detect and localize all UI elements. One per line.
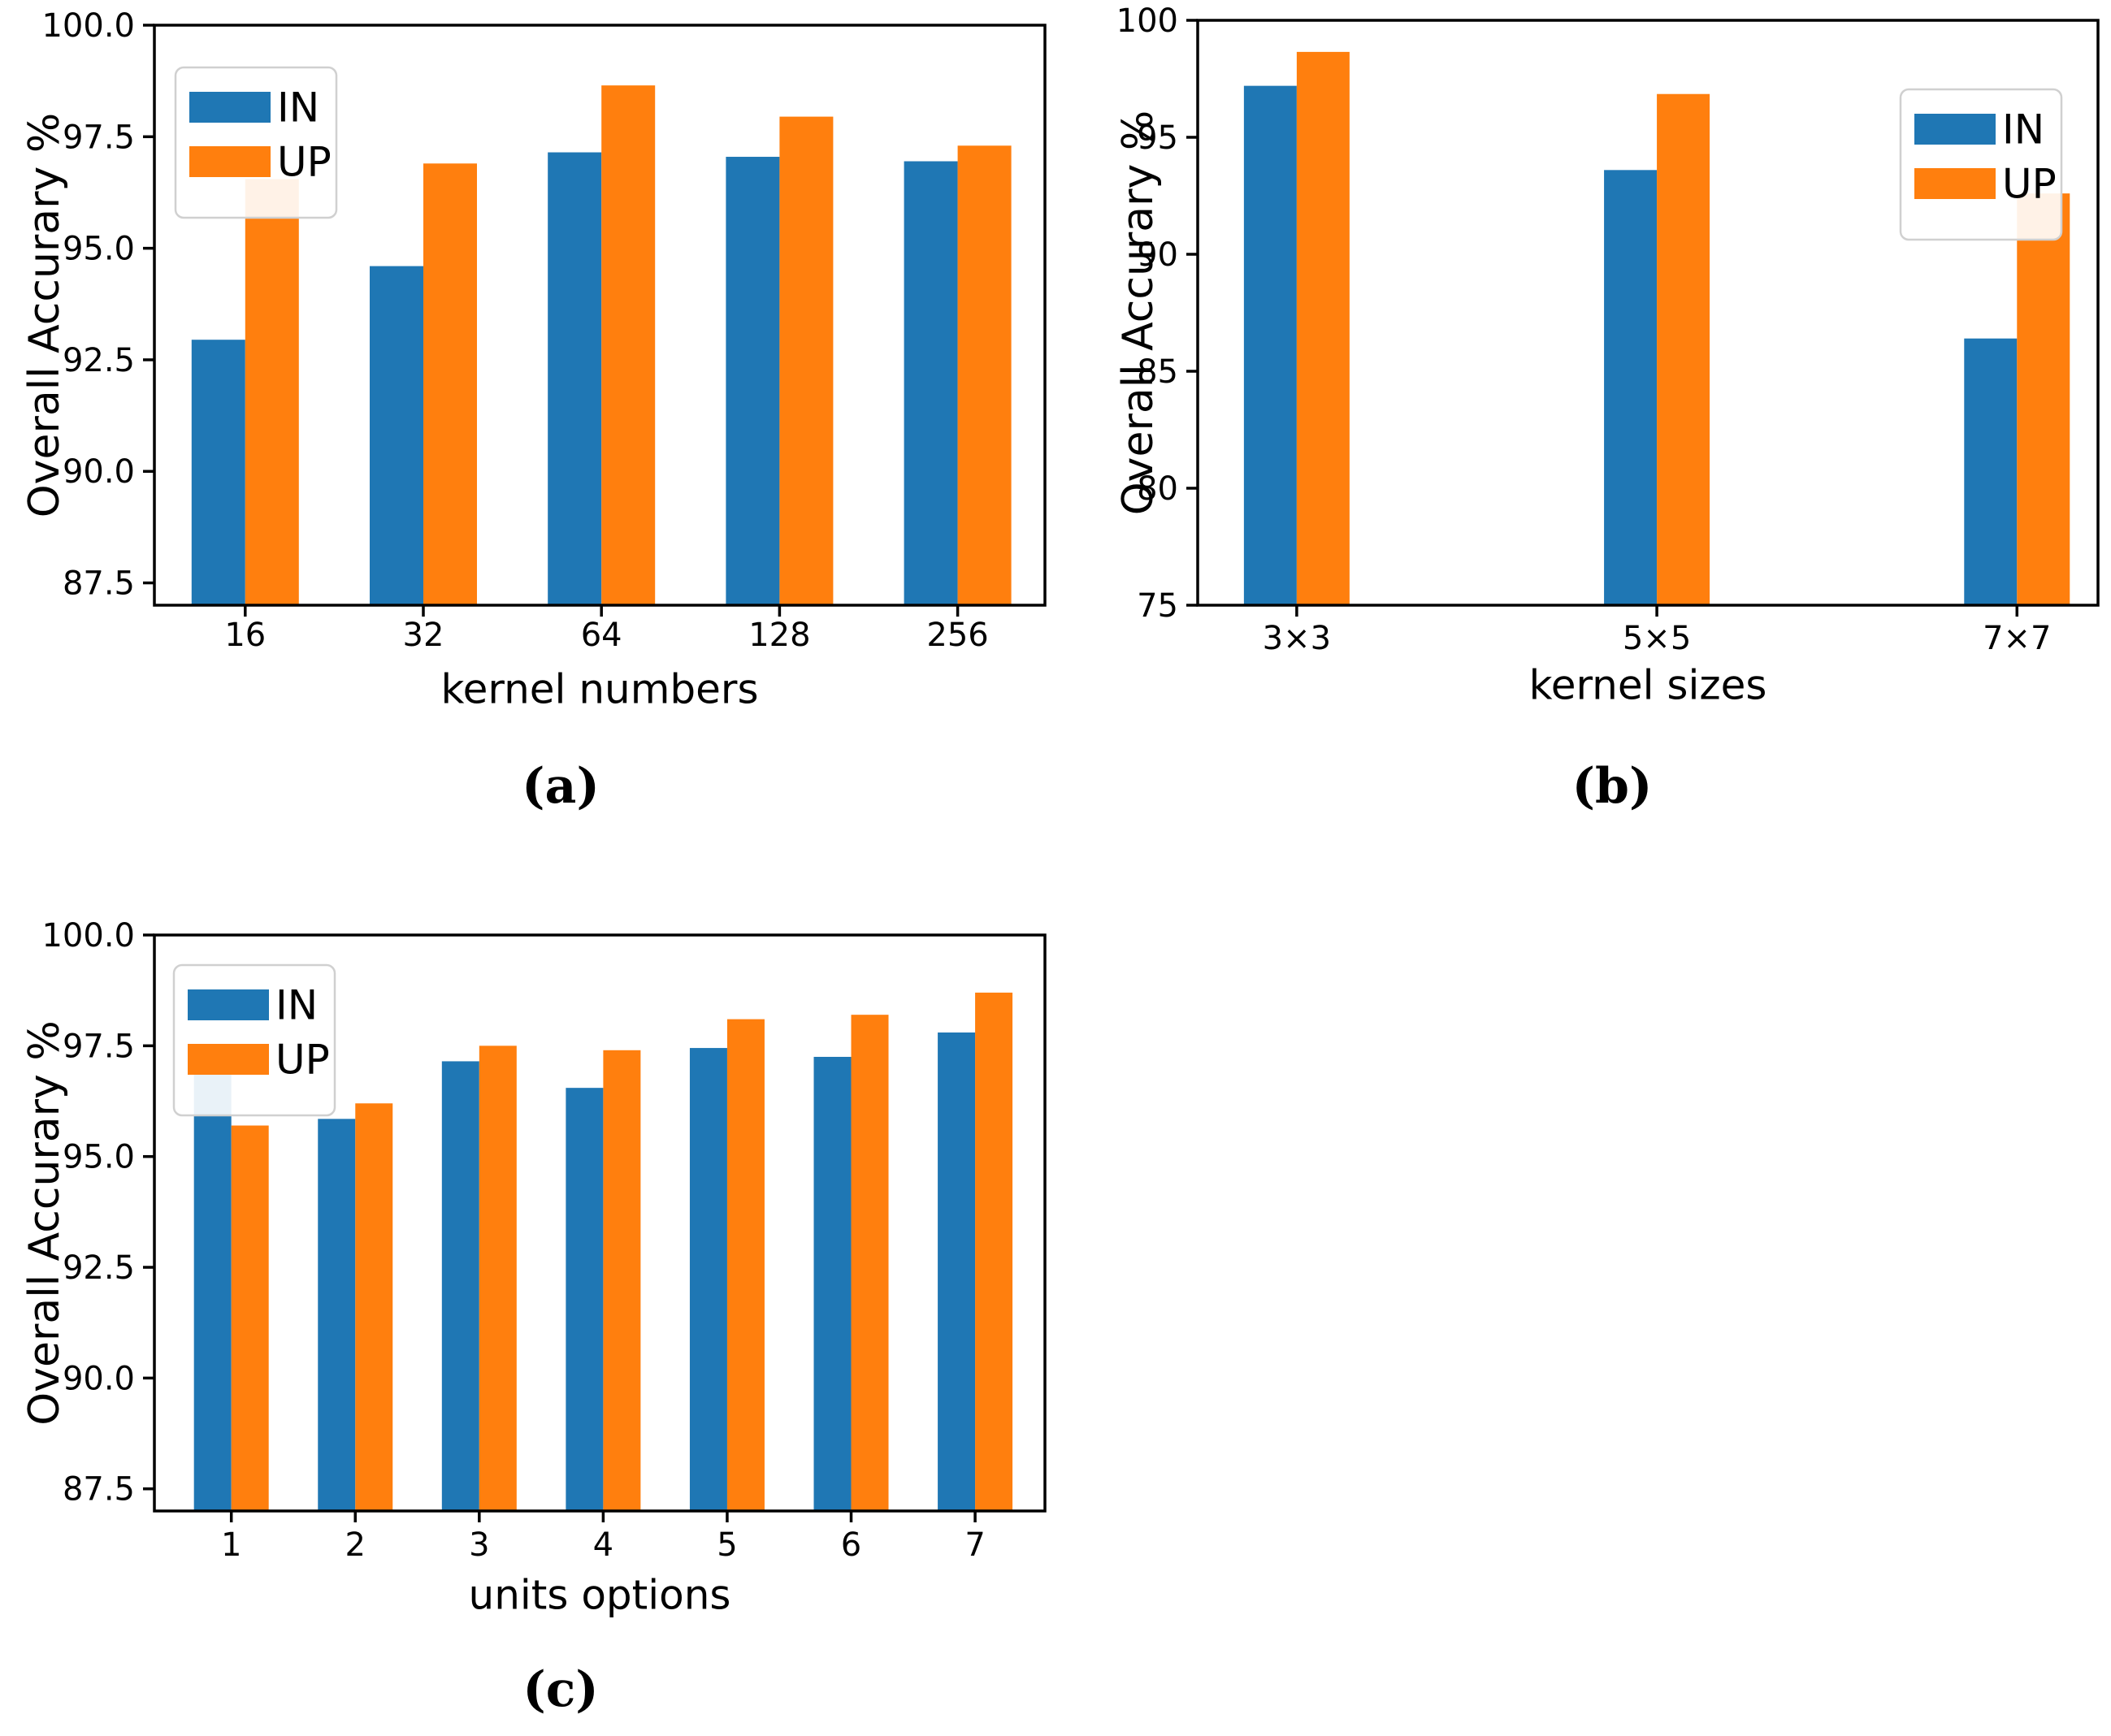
- axes-frame-c: [153, 933, 1047, 1513]
- chart-a: 87.5 90.0 92.5 95.0 97.5 100.0 16 32 64 128 256 ker…: [20, 7, 1047, 713]
- bar-c-IN-2: [318, 1119, 356, 1511]
- x-tick-label-c: 7: [964, 1526, 985, 1564]
- bar-b-IN-3×3: [1243, 85, 1297, 605]
- bar-c-UP-3: [479, 1045, 517, 1511]
- legend-label-b-UP: UP: [2002, 161, 2057, 208]
- bar-c-UP-7: [975, 992, 1013, 1511]
- legend-label-c-UP: UP: [275, 1037, 330, 1084]
- legend-b: IN UP: [1899, 88, 2063, 241]
- y-tick-label-a: 100.0: [41, 7, 135, 45]
- y-tick-label-c: 100.0: [41, 917, 135, 955]
- x-axis-label-c: units options: [469, 1572, 731, 1619]
- bar-c-IN-1: [193, 1067, 232, 1511]
- y-tick-label-c: 87.5: [63, 1471, 135, 1509]
- bar-a-UP-128: [779, 116, 834, 606]
- legend-label-a-IN: IN: [277, 84, 319, 132]
- legend-a: IN UP: [174, 66, 338, 219]
- y-tick-label-c: 92.5: [63, 1249, 135, 1287]
- y-tick-label-c: 97.5: [63, 1028, 135, 1065]
- y-axis-label-c: Overall Accurary %: [20, 1020, 69, 1426]
- bar-c-IN-7: [938, 1032, 976, 1511]
- legend-c: IN UP: [172, 963, 336, 1117]
- legend-swatch-c-UP: [188, 1044, 269, 1075]
- subfig-label-a: (a): [522, 758, 600, 815]
- bar-b-UP-5×5: [1657, 93, 1710, 606]
- bar-c-UP-6: [851, 1015, 889, 1511]
- x-tick-label-a: 256: [926, 617, 988, 654]
- x-tick-label-c: 6: [841, 1526, 861, 1564]
- bar-a-IN-64: [548, 152, 602, 605]
- bar-c-UP-5: [726, 1019, 765, 1511]
- axes-frame-b: [1196, 19, 2100, 607]
- subfig-label-c: (c): [522, 1661, 599, 1718]
- chart-b: 75 80 85 90 95 100 3×3 5×5 7×7 kernel sizes Overal…: [1114, 2, 2100, 709]
- y-tick-label-b: 100: [1116, 2, 1178, 40]
- y-tick-label-c: 95.0: [63, 1139, 135, 1176]
- legend-label-b-IN: IN: [2002, 106, 2044, 154]
- axes-frame-a: [153, 24, 1047, 607]
- subfig-label-b: (b): [1571, 758, 1653, 815]
- bar-b-UP-3×3: [1296, 51, 1350, 605]
- y-tick-label-a: 92.5: [63, 342, 135, 379]
- x-tick-label-a: 128: [748, 617, 810, 654]
- bar-b-IN-7×7: [1964, 338, 2018, 605]
- bar-c-UP-4: [603, 1050, 641, 1511]
- legend-swatch-a-UP: [189, 146, 271, 177]
- bar-c-IN-6: [813, 1056, 852, 1511]
- y-tick-label-a: 97.5: [63, 119, 135, 156]
- legend-swatch-a-IN: [189, 92, 271, 123]
- x-tick-label-c: 1: [221, 1526, 241, 1564]
- y-tick-label-a: 90.0: [63, 453, 135, 491]
- x-axis-label-b: kernel sizes: [1529, 662, 1767, 709]
- x-axis-label-a: kernel numbers: [440, 666, 758, 713]
- bar-a-IN-32: [369, 266, 423, 605]
- y-tick-label-a: 95.0: [63, 231, 135, 268]
- bar-a-IN-256: [904, 161, 958, 605]
- bar-c-IN-5: [689, 1048, 727, 1511]
- x-tick-label-c: 4: [593, 1526, 613, 1564]
- y-axis-label-b: Overall Accurary %: [1114, 110, 1163, 516]
- bar-b-IN-5×5: [1604, 170, 1658, 605]
- bar-a-UP-16: [245, 179, 299, 605]
- legend-label-c-IN: IN: [275, 982, 318, 1029]
- legend-swatch-c-IN: [188, 989, 269, 1020]
- bar-c-IN-3: [441, 1061, 479, 1511]
- y-tick-label-c: 90.0: [63, 1360, 135, 1397]
- y-axis-label-a: Overall Accurary %: [20, 113, 69, 518]
- y-tick-label-b: 90: [1137, 236, 1178, 274]
- bar-c-IN-4: [566, 1088, 604, 1511]
- bar-b-UP-7×7: [2017, 193, 2070, 605]
- chart-c: 87.5 90.0 92.5 95.0 97.5 100.0 1 2 3 4 5 6 7 units op…: [20, 917, 1047, 1619]
- legend-swatch-b-IN: [1914, 114, 1996, 145]
- y-tick-label-b: 95: [1137, 119, 1178, 157]
- y-tick-label-b: 85: [1137, 353, 1178, 391]
- legend-swatch-b-UP: [1914, 168, 1996, 199]
- y-tick-label-b: 80: [1137, 470, 1178, 508]
- x-tick-label-c: 2: [345, 1526, 366, 1564]
- bar-a-UP-256: [957, 145, 1012, 606]
- x-tick-label-b: 3×3: [1263, 620, 1331, 657]
- x-tick-label-c: 3: [469, 1526, 489, 1564]
- x-tick-label-b: 5×5: [1623, 620, 1691, 657]
- bar-a-IN-16: [191, 340, 245, 605]
- x-tick-label-c: 5: [717, 1526, 737, 1564]
- bar-a-IN-128: [726, 157, 780, 605]
- x-tick-label-a: 16: [224, 617, 266, 654]
- x-tick-label-a: 64: [581, 617, 622, 654]
- bar-c-UP-2: [355, 1103, 393, 1511]
- bar-a-UP-32: [423, 163, 477, 605]
- legend-label-a-UP: UP: [277, 139, 332, 186]
- y-tick-label-a: 87.5: [63, 565, 135, 603]
- bar-c-UP-1: [231, 1125, 269, 1511]
- bar-a-UP-64: [601, 85, 656, 605]
- x-tick-label-b: 7×7: [1983, 620, 2051, 657]
- y-tick-label-b: 75: [1137, 587, 1178, 625]
- x-tick-label-a: 32: [403, 617, 444, 654]
